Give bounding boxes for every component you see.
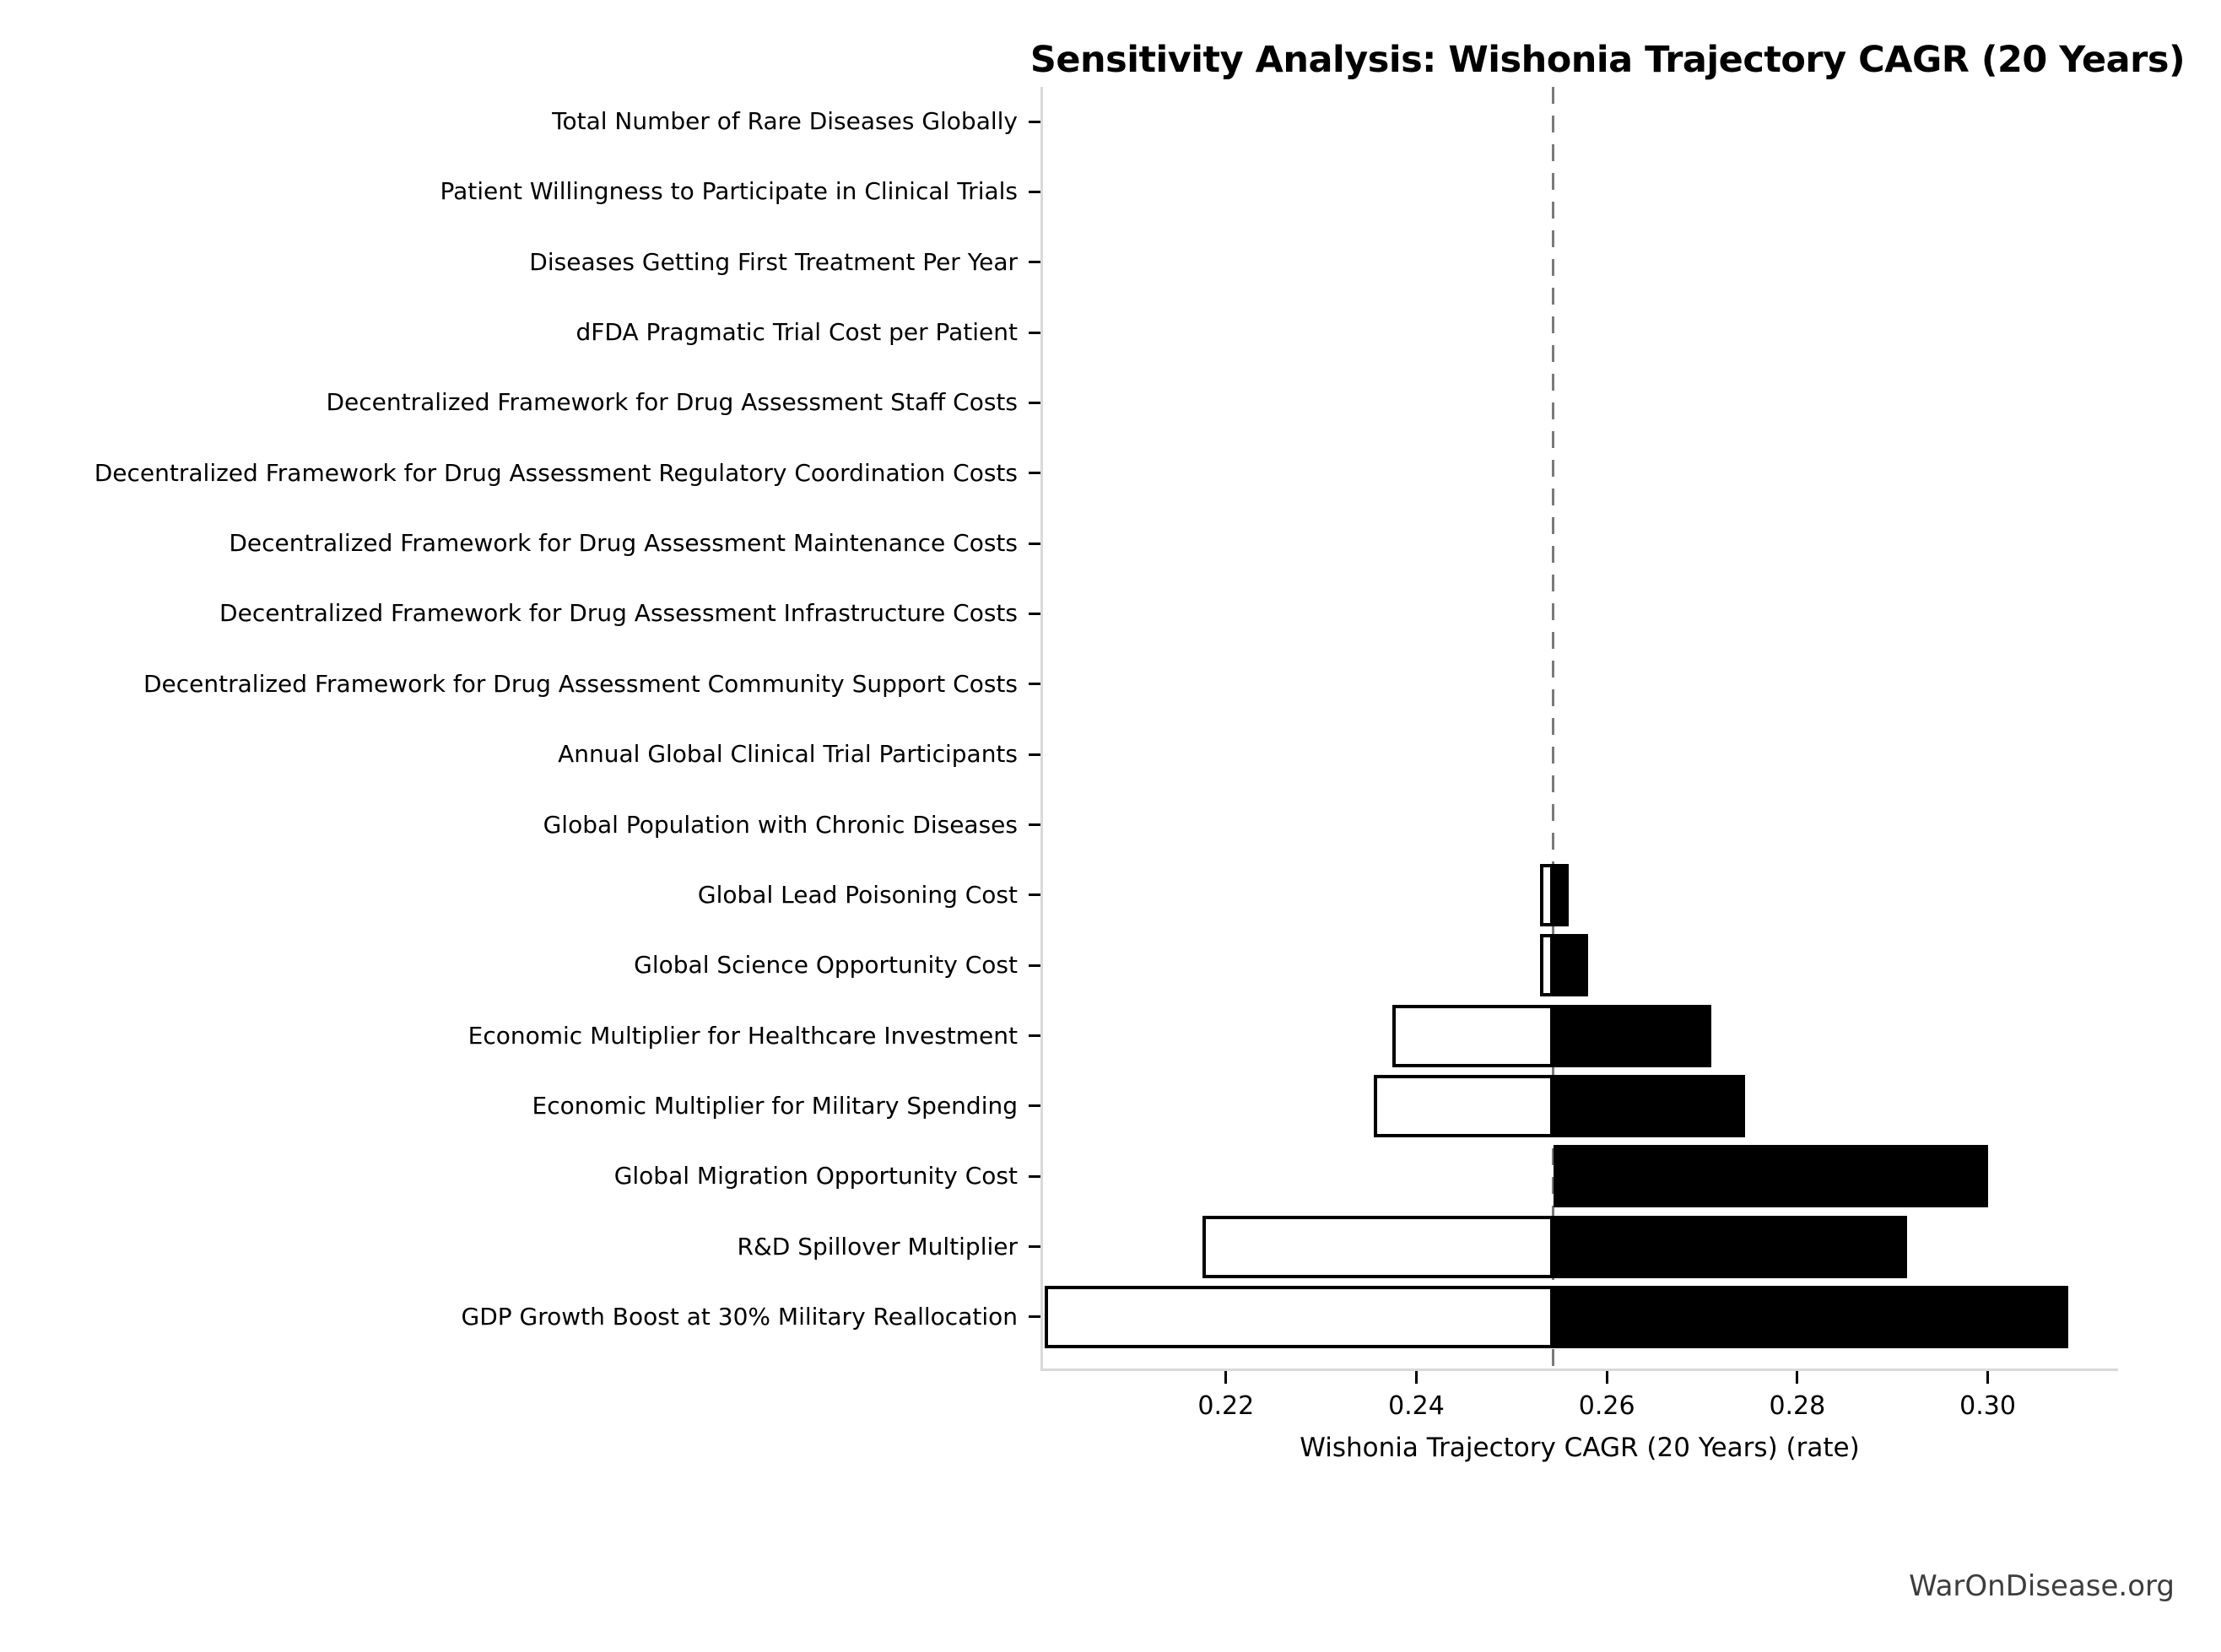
- x-axis-spine: [1040, 1369, 2118, 1371]
- footer-brand: WarOnDisease.org: [1909, 1569, 2175, 1603]
- category-label: Decentralized Framework for Drug Assessm…: [219, 599, 1018, 628]
- category-label: Global Lead Poisoning Cost: [697, 880, 1018, 909]
- category-label: Patient Willingness to Participate in Cl…: [440, 177, 1018, 206]
- high-bar: [1553, 934, 1588, 997]
- x-tick-mark: [1986, 1371, 1990, 1384]
- y-tick-mark: [1029, 683, 1040, 686]
- low-bar: [1202, 1215, 1554, 1278]
- category-label: Global Science Opportunity Cost: [634, 951, 1018, 980]
- x-tick-label: 0.28: [1769, 1391, 1826, 1421]
- y-tick-mark: [1029, 612, 1040, 615]
- high-bar: [1553, 1074, 1745, 1137]
- category-label: Decentralized Framework for Drug Assessm…: [143, 669, 1018, 698]
- category-label: dFDA Pragmatic Trial Cost per Patient: [576, 318, 1019, 347]
- category-label: Decentralized Framework for Drug Assessm…: [229, 529, 1018, 558]
- x-tick-mark: [1224, 1371, 1228, 1384]
- low-bar: [1540, 934, 1554, 997]
- chart-title: Sensitivity Analysis: Wishonia Trajector…: [1029, 39, 2186, 81]
- high-bar: [1553, 1004, 1712, 1067]
- y-tick-mark: [1029, 1034, 1040, 1038]
- x-tick-mark: [1414, 1371, 1418, 1384]
- y-tick-mark: [1029, 823, 1040, 826]
- y-axis-spine: [1040, 87, 1043, 1371]
- y-tick-mark: [1029, 893, 1040, 897]
- high-bar: [1553, 1215, 1907, 1278]
- y-tick-mark: [1029, 261, 1040, 264]
- x-tick-label: 0.30: [1959, 1391, 2016, 1421]
- y-tick-mark: [1029, 1315, 1040, 1319]
- y-tick-mark: [1029, 542, 1040, 545]
- category-label: Decentralized Framework for Drug Assessm…: [326, 388, 1018, 417]
- y-tick-mark: [1029, 190, 1040, 193]
- high-bar: [1553, 1145, 1988, 1208]
- category-label: Annual Global Clinical Trial Participant…: [558, 740, 1018, 769]
- category-label: Economic Multiplier for Military Spendin…: [532, 1091, 1018, 1120]
- x-axis-label: Wishonia Trajectory CAGR (20 Years) (rat…: [1300, 1433, 1860, 1463]
- category-label: R&D Spillover Multiplier: [737, 1232, 1019, 1261]
- y-tick-mark: [1029, 1245, 1040, 1249]
- y-tick-mark: [1029, 1104, 1040, 1108]
- category-label: Economic Multiplier for Healthcare Inves…: [467, 1021, 1018, 1050]
- high-bar: [1553, 1285, 2069, 1348]
- x-tick-label: 0.24: [1388, 1391, 1445, 1421]
- x-tick-mark: [1605, 1371, 1608, 1384]
- y-tick-mark: [1029, 331, 1040, 334]
- y-tick-mark: [1029, 120, 1040, 123]
- low-bar: [1392, 1004, 1554, 1067]
- low-bar: [1373, 1074, 1554, 1137]
- category-label: Diseases Getting First Treatment Per Yea…: [529, 247, 1018, 276]
- category-label: Decentralized Framework for Drug Assessm…: [94, 458, 1018, 487]
- y-tick-mark: [1029, 964, 1040, 967]
- baseline-dashed-line: [1552, 87, 1555, 1369]
- category-label: Total Number of Rare Diseases Globally: [552, 107, 1018, 135]
- category-label: Global Population with Chronic Diseases: [543, 810, 1018, 839]
- low-bar: [1045, 1285, 1554, 1348]
- high-bar: [1553, 863, 1569, 926]
- x-tick-mark: [1796, 1371, 1799, 1384]
- y-tick-mark: [1029, 753, 1040, 756]
- category-label: GDP Growth Boost at 30% Military Realloc…: [461, 1302, 1018, 1331]
- low-bar: [1540, 863, 1554, 926]
- x-tick-label: 0.26: [1578, 1391, 1635, 1421]
- y-tick-mark: [1029, 472, 1040, 475]
- x-tick-label: 0.22: [1197, 1391, 1255, 1421]
- y-tick-mark: [1029, 1174, 1040, 1178]
- category-label: Global Migration Opportunity Cost: [613, 1162, 1018, 1190]
- plot-area: 0.22 0.24 0.26 0.28 0.30: [1029, 87, 2118, 1421]
- y-tick-mark: [1029, 401, 1040, 404]
